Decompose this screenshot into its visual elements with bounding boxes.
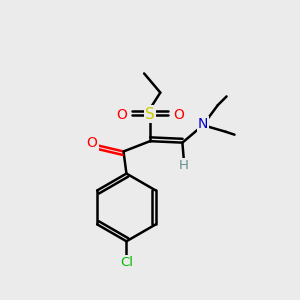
Text: N: N bbox=[198, 117, 208, 131]
Text: H: H bbox=[179, 159, 189, 172]
Text: O: O bbox=[116, 108, 127, 122]
Text: S: S bbox=[145, 106, 155, 122]
Text: O: O bbox=[87, 136, 98, 150]
Text: Cl: Cl bbox=[120, 256, 133, 269]
Text: N: N bbox=[198, 117, 208, 131]
Text: O: O bbox=[173, 108, 184, 122]
